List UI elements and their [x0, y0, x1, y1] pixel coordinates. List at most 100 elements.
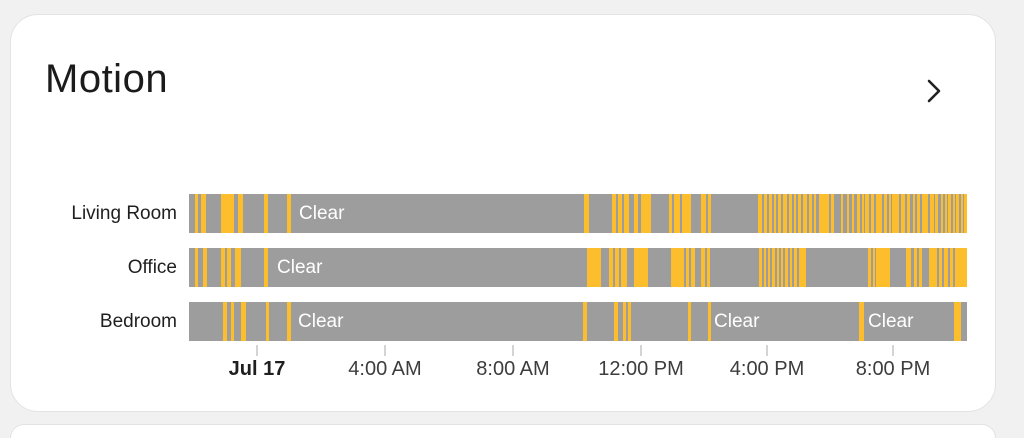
- motion-stripe: [266, 302, 269, 341]
- motion-stripe: [621, 248, 627, 287]
- motion-stripe: [857, 194, 860, 233]
- motion-stripe: [708, 302, 711, 341]
- motion-stripe: [889, 194, 891, 233]
- axis-tick: [892, 345, 894, 356]
- motion-stripe: [930, 194, 934, 233]
- motion-stripe: [847, 194, 849, 233]
- motion-stripe: [794, 194, 796, 233]
- motion-stripe: [939, 248, 942, 287]
- motion-stripe: [953, 194, 955, 233]
- motion-stripe: [814, 194, 816, 233]
- motion-stripe: [901, 194, 905, 233]
- motion-stripe: [223, 302, 227, 341]
- motion-stripe: [961, 194, 963, 233]
- motion-stripe: [871, 194, 874, 233]
- motion-stripe: [781, 248, 783, 287]
- motion-stripe: [777, 248, 779, 287]
- motion-stripe: [264, 194, 268, 233]
- motion-stripe: [790, 248, 792, 287]
- motion-stripe: [956, 194, 959, 233]
- clear-label: Clear: [299, 202, 345, 224]
- motion-stripe: [906, 248, 911, 287]
- motion-stripe: [641, 194, 651, 233]
- motion-card: Motion Living Room Clear Office Clear Bedroo…: [10, 14, 996, 412]
- motion-stripe: [919, 248, 922, 287]
- motion-stripe: [238, 194, 243, 233]
- axis-tick: [256, 345, 258, 356]
- motion-stripe: [768, 248, 770, 287]
- axis-label: 4:00 AM: [348, 358, 422, 380]
- motion-stripe: [778, 194, 781, 233]
- motion-stripe: [707, 248, 710, 287]
- motion-stripe: [759, 248, 762, 287]
- motion-stripe: [948, 194, 951, 233]
- motion-stripe: [587, 248, 601, 287]
- motion-stripe: [859, 302, 864, 341]
- motion-stripe: [794, 248, 797, 287]
- motion-stripe: [819, 194, 829, 233]
- motion-stripe: [922, 194, 928, 233]
- motion-stripe: [799, 248, 806, 287]
- motion-stripe: [876, 248, 890, 287]
- motion-stripe: [809, 194, 812, 233]
- motion-stripe: [876, 194, 882, 233]
- axis-label: 12:00 PM: [598, 358, 684, 380]
- motion-stripe: [583, 302, 587, 341]
- chevron-right-icon[interactable]: [923, 77, 945, 105]
- axis-tick: [512, 345, 514, 356]
- motion-stripe: [701, 248, 705, 287]
- motion-stripe: [785, 248, 788, 287]
- motion-stripe: [868, 248, 871, 287]
- motion-stripe: [201, 194, 206, 233]
- motion-stripe: [892, 194, 899, 233]
- motion-stripe: [691, 248, 695, 287]
- motion-stripe: [941, 194, 943, 233]
- motion-stripe: [945, 194, 947, 233]
- motion-stripe: [831, 194, 834, 233]
- motion-stripe: [584, 194, 589, 233]
- motion-stripe: [231, 302, 234, 341]
- motion-stripe: [865, 194, 869, 233]
- motion-stripe: [669, 194, 672, 233]
- axis-label: 4:00 PM: [729, 358, 805, 380]
- row-label: Bedroom: [99, 311, 177, 332]
- motion-stripe: [195, 248, 198, 287]
- motion-stripe: [287, 302, 291, 341]
- motion-stripe: [682, 194, 691, 233]
- motion-stripe: [955, 248, 967, 287]
- motion-stripe: [803, 194, 807, 233]
- motion-stripe: [628, 302, 631, 341]
- motion-stripe: [609, 248, 613, 287]
- motion-stripe: [798, 194, 801, 233]
- motion-stripe: [917, 194, 920, 233]
- motion-stripe: [841, 194, 843, 233]
- axis-tick: [766, 345, 768, 356]
- motion-stripe: [615, 248, 619, 287]
- motion-stripe: [623, 302, 626, 341]
- motion-stripe: [674, 194, 680, 233]
- motion-stripe: [964, 194, 967, 233]
- motion-stripe: [221, 248, 225, 287]
- clear-label: Clear: [714, 310, 760, 332]
- motion-stripe: [634, 194, 638, 233]
- motion-stripe: [203, 248, 207, 287]
- motion-stripe: [671, 248, 684, 287]
- motion-stripe: [614, 302, 618, 341]
- motion-stripe: [929, 248, 937, 287]
- motion-stripe: [686, 248, 689, 287]
- motion-stripe: [944, 248, 948, 287]
- timeline-track[interactable]: Clear: [189, 248, 967, 287]
- timeline-track[interactable]: Clear: [189, 194, 967, 233]
- motion-stripe: [264, 248, 268, 287]
- motion-stripe: [954, 302, 961, 341]
- card-title: Motion: [45, 57, 169, 101]
- motion-stripe: [708, 194, 711, 233]
- motion-stripe: [764, 248, 766, 287]
- timeline-track[interactable]: Clear Clear Clear: [189, 302, 967, 341]
- axis-label: 8:00 PM: [855, 358, 931, 380]
- axis-tick: [640, 345, 642, 356]
- motion-stripe: [634, 248, 648, 287]
- row-label: Office: [127, 257, 177, 278]
- motion-stripe: [227, 248, 231, 287]
- motion-stripe: [862, 194, 864, 233]
